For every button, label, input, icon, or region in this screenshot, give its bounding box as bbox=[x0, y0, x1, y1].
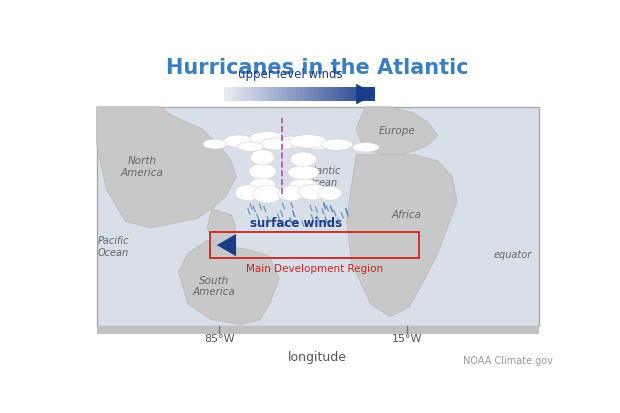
Text: upper level winds: upper level winds bbox=[238, 69, 342, 81]
Bar bbox=[322, 87, 326, 101]
Polygon shape bbox=[356, 107, 438, 154]
Bar bbox=[258, 87, 262, 101]
Bar bbox=[254, 87, 258, 101]
FancyArrow shape bbox=[217, 234, 236, 256]
Bar bbox=[224, 87, 228, 101]
Bar bbox=[360, 87, 364, 101]
Text: surface winds: surface winds bbox=[250, 217, 342, 230]
Ellipse shape bbox=[278, 186, 304, 201]
Ellipse shape bbox=[279, 136, 307, 148]
Bar bbox=[371, 87, 375, 101]
Polygon shape bbox=[207, 209, 236, 247]
Bar bbox=[326, 87, 330, 101]
Ellipse shape bbox=[318, 186, 342, 200]
Ellipse shape bbox=[290, 152, 317, 166]
Bar bbox=[304, 87, 308, 101]
Bar bbox=[97, 326, 539, 334]
Bar bbox=[228, 87, 232, 101]
Bar bbox=[285, 87, 288, 101]
Text: Atlantic
Ocean: Atlantic Ocean bbox=[304, 166, 341, 188]
Bar bbox=[299, 87, 304, 101]
Bar bbox=[356, 87, 360, 101]
Text: longitude: longitude bbox=[288, 351, 347, 364]
Text: North
America: North America bbox=[121, 157, 164, 178]
Bar bbox=[236, 87, 239, 101]
Bar bbox=[311, 87, 315, 101]
Bar bbox=[368, 87, 371, 101]
Ellipse shape bbox=[249, 164, 277, 179]
Bar bbox=[239, 87, 243, 101]
Bar bbox=[243, 87, 247, 101]
Ellipse shape bbox=[307, 140, 330, 150]
Text: Pacific
Ocean: Pacific Ocean bbox=[98, 236, 130, 258]
Ellipse shape bbox=[289, 135, 327, 148]
Bar bbox=[288, 87, 292, 101]
Bar bbox=[345, 87, 349, 101]
Bar bbox=[337, 87, 342, 101]
Ellipse shape bbox=[298, 184, 327, 200]
Text: 85°W: 85°W bbox=[204, 334, 234, 344]
Bar bbox=[250, 87, 254, 101]
Ellipse shape bbox=[235, 185, 261, 201]
Bar bbox=[342, 87, 345, 101]
Text: Hurricanes in the Atlantic: Hurricanes in the Atlantic bbox=[166, 57, 469, 78]
Bar bbox=[319, 87, 322, 101]
Text: equator: equator bbox=[494, 250, 531, 260]
Bar bbox=[315, 87, 319, 101]
Bar bbox=[270, 87, 273, 101]
Bar bbox=[296, 87, 299, 101]
Ellipse shape bbox=[353, 142, 379, 152]
Bar bbox=[353, 87, 356, 101]
Bar bbox=[308, 87, 311, 101]
Polygon shape bbox=[179, 240, 279, 325]
Bar bbox=[97, 107, 539, 326]
Bar bbox=[232, 87, 236, 101]
FancyArrow shape bbox=[356, 84, 376, 104]
Bar bbox=[330, 87, 334, 101]
Bar bbox=[247, 87, 250, 101]
Ellipse shape bbox=[260, 138, 294, 150]
Polygon shape bbox=[347, 154, 457, 317]
Ellipse shape bbox=[288, 165, 319, 180]
Polygon shape bbox=[97, 107, 236, 228]
Ellipse shape bbox=[224, 135, 254, 147]
Bar bbox=[292, 87, 296, 101]
Text: Main Development Region: Main Development Region bbox=[246, 263, 383, 273]
Ellipse shape bbox=[321, 139, 353, 150]
Bar bbox=[210, 233, 418, 258]
Ellipse shape bbox=[250, 150, 275, 165]
Bar bbox=[262, 87, 266, 101]
Text: Africa: Africa bbox=[392, 210, 422, 220]
Bar bbox=[334, 87, 337, 101]
Ellipse shape bbox=[237, 142, 264, 151]
Ellipse shape bbox=[203, 139, 227, 149]
Bar bbox=[266, 87, 270, 101]
Text: South
America: South America bbox=[193, 275, 236, 297]
Text: 15°W: 15°W bbox=[391, 334, 422, 344]
Ellipse shape bbox=[249, 131, 284, 145]
Ellipse shape bbox=[253, 185, 281, 203]
Bar bbox=[349, 87, 353, 101]
Text: NOAA Climate.gov: NOAA Climate.gov bbox=[463, 356, 553, 366]
Text: Europe: Europe bbox=[379, 126, 415, 135]
Bar bbox=[281, 87, 285, 101]
Bar bbox=[364, 87, 368, 101]
Ellipse shape bbox=[249, 178, 275, 193]
Ellipse shape bbox=[289, 178, 317, 193]
Bar bbox=[273, 87, 277, 101]
Bar bbox=[277, 87, 281, 101]
